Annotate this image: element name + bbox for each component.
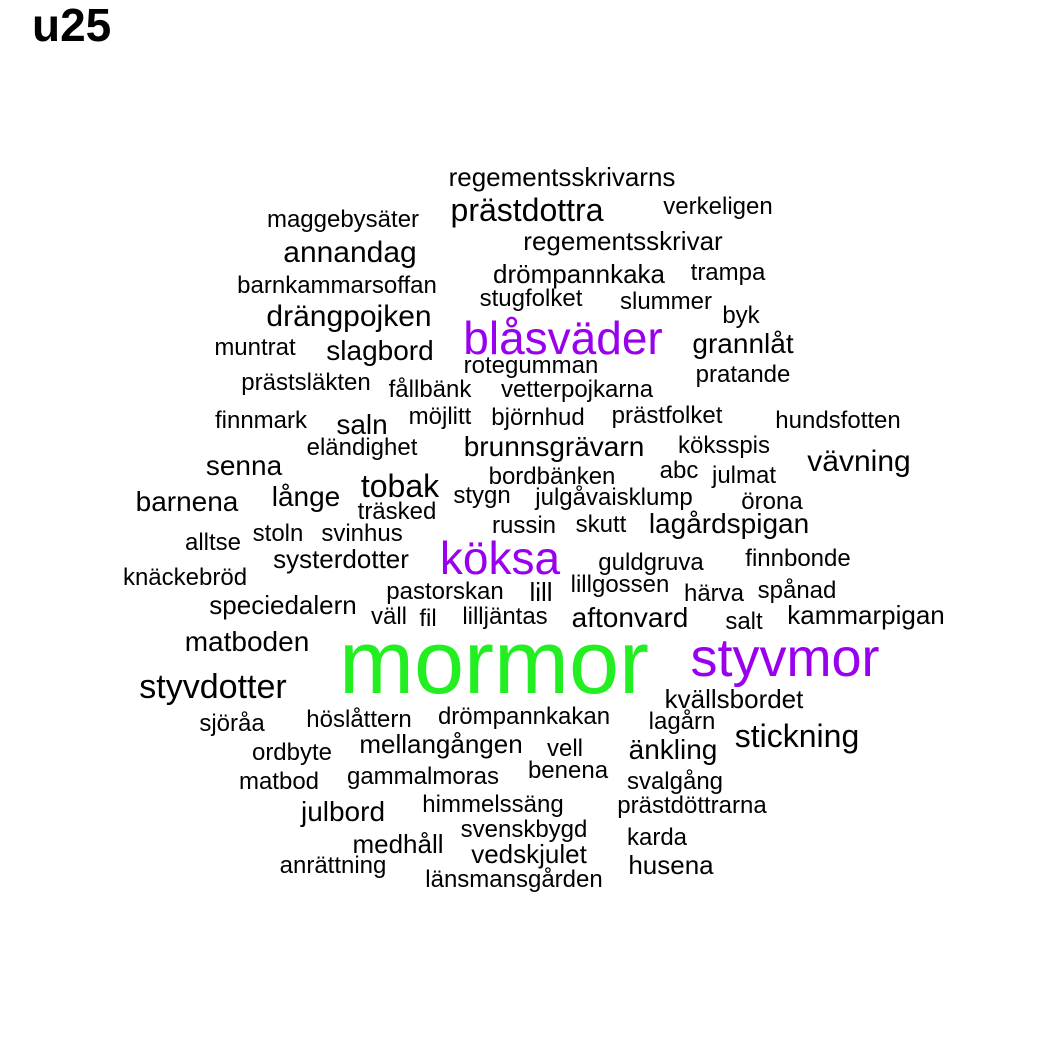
word-slagbord: slagbord [326,335,434,366]
word-orona: örona [741,488,803,515]
word-matbod: matbod [238,768,320,795]
word-stickning: stickning [734,718,860,754]
word-drangpojken: drängpojken [266,300,432,333]
word-harva: härva [683,580,745,607]
word-abc: abc [659,457,699,484]
word-styvmor: styvmor [690,628,880,688]
word-aftonvard: aftonvard [571,602,689,633]
word-vedskjulet: vedskjulet [471,839,587,869]
word-byk: byk [722,302,760,329]
word-kammarpigan: kammarpigan [787,600,945,630]
word-stoln: stoln [252,520,304,547]
word-salt: salt [725,608,763,635]
word-mojlitt: möjlitt [408,403,472,430]
word-lansmansgarden: länsmansgården [425,866,603,893]
word-prastdottrarna: prästdöttrarna [617,792,767,819]
word-ordbyte: ordbyte [251,739,333,766]
word-mellangangen: mellangången [359,729,523,759]
word-verkeligen: verkeligen [663,193,773,220]
word-alltse: alltse [184,529,242,556]
word-kvallsbordet: kvällsbordet [664,684,804,714]
word-gammalmoras: gammalmoras [346,763,500,790]
word-sjoraa: sjöråa [199,710,265,737]
word-rotegumman: rotegumman [463,352,599,379]
word-prastdottra: prästdottra [450,192,604,228]
word-lill: lill [529,577,553,607]
word-annandag: annandag [283,236,417,269]
word-grannlat: grannlåt [692,328,794,359]
word-styvdotter: styvdotter [139,668,287,706]
word-guldgruva: guldgruva [598,549,704,576]
word-barnena: barnena [135,486,239,517]
word-regementsskrivar: regementsskrivar [523,226,723,256]
word-lagarn: lagårn [648,708,716,735]
word-himmelssang: himmelssäng [422,791,564,818]
word-blasvader: blåsväder [463,312,663,364]
word-trampa: trampa [690,259,766,286]
word-bordbanken: bordbänken [488,463,616,490]
word-lagardspigan: lagårdspigan [648,508,810,539]
word-julmat: julmat [711,462,777,489]
word-russin: russin [491,512,557,539]
word-medhall: medhåll [352,829,444,859]
word-speciedalern: speciedalern [209,590,357,620]
word-benena: benena [527,757,609,784]
word-finnmark: finnmark [214,407,308,434]
word-drompannkaka: drömpannkaka [493,259,665,289]
word-fallbank: fållbänk [388,376,472,403]
word-anrattning: anrättning [279,852,387,879]
word-stygn: stygn [453,482,511,509]
word-skutt: skutt [575,511,627,538]
word-koksspis: köksspis [677,432,771,459]
word-bjornhud: björnhud [491,404,585,431]
word-lilljantas: lilljäntas [462,603,548,630]
word-slummer: slummer [619,288,713,315]
word-drompannkakan: drömpannkakan [437,703,611,730]
word-lillgossen: lillgossen [570,571,670,598]
word-barnkammarsoffan: barnkammarsoffan [237,272,437,299]
word-trasked: träsked [357,498,437,525]
word-fil: fil [419,605,437,632]
word-vall: väll [370,603,408,630]
word-finnbonde: finnbonde [745,545,851,572]
word-julgavaisklump: julgåvaisklump [535,484,693,511]
word-maggebysater: maggebysäter [266,206,420,233]
word-tobak: tobak [360,468,440,504]
word-spanad: spånad [757,577,837,604]
word-lange: långe [271,481,341,512]
word-julbord: julbord [300,796,386,827]
word-regementsskrivarns: regementsskrivarns [448,162,676,192]
word-svalgang: svalgång [626,768,724,795]
word-senna: senna [205,450,283,481]
word-pratande: pratande [695,361,791,388]
word-karda: karda [626,824,688,851]
word-koksa: köksa [439,532,561,584]
word-pastorskan: pastorskan [386,578,504,605]
word-vell: vell [546,735,584,762]
word-knackebrod: knäckebröd [122,564,248,591]
word-husena: husena [628,850,714,880]
word-mormor: mormor [339,613,649,713]
word-elandighet: eländighet [306,434,418,461]
word-ankling: änkling [628,734,718,765]
word-prastfolket: prästfolket [611,402,723,429]
word-vetterpojkarna: vetterpojkarna [500,376,654,403]
word-svinhus: svinhus [321,520,403,547]
word-systerdotter: systerdotter [273,544,409,574]
word-svenskbygd: svenskbygd [460,816,588,843]
word-matboden: matboden [184,626,310,657]
word-brunnsgravarn: brunnsgrävarn [463,431,645,462]
word-muntrat: muntrat [214,334,296,361]
word-saln: saln [336,409,388,440]
page-title: u25 [32,0,112,51]
word-prastslakten: prästsläkten [241,369,371,396]
word-hundsfotten: hundsfotten [775,407,901,434]
word-vavning: vävning [807,445,911,478]
word-hoslattern: höslåttern [306,706,412,733]
word-stugfolket: stugfolket [479,285,583,312]
